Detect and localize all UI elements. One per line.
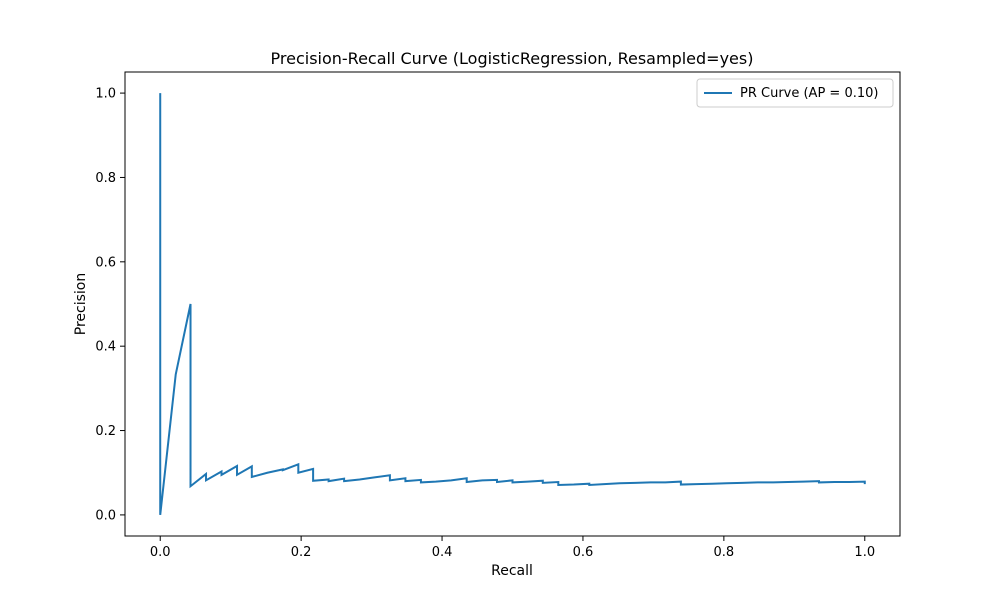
axes-frame <box>124 71 901 537</box>
x-axis-label: Recall <box>491 563 533 579</box>
chart-title: Precision-Recall Curve (LogisticRegressi… <box>271 49 754 68</box>
y-tick-label: 0.2 <box>95 424 116 439</box>
y-tick-label: 0.8 <box>95 171 116 186</box>
x-tick-label: 0.2 <box>291 545 312 560</box>
y-tick-label: 0.4 <box>95 340 116 355</box>
y-tick-label: 1.0 <box>95 87 116 102</box>
series-line-pr-curve <box>159 93 866 516</box>
y-axis-label: Precision <box>73 273 89 335</box>
x-tick-label: 1.0 <box>854 545 875 560</box>
series-layer <box>159 93 866 516</box>
x-tick-label: 0.4 <box>432 545 453 560</box>
x-axis-ticks: 0.0 0.2 0.4 0.6 0.8 1.0 <box>150 536 875 560</box>
x-tick-label: 0.6 <box>573 545 594 560</box>
legend-label-pr-curve: PR Curve (AP = 0.10) <box>740 86 878 101</box>
y-tick-label: 0.6 <box>95 255 116 270</box>
y-axis-ticks: 0.0 0.2 0.4 0.6 0.8 1.0 <box>95 87 125 523</box>
legend: PR Curve (AP = 0.10) <box>696 78 894 108</box>
plot-area <box>124 71 901 537</box>
legend-box <box>696 78 894 108</box>
y-tick-label: 0.0 <box>95 508 116 523</box>
x-tick-label: 0.8 <box>714 545 735 560</box>
x-tick-label: 0.0 <box>150 545 171 560</box>
